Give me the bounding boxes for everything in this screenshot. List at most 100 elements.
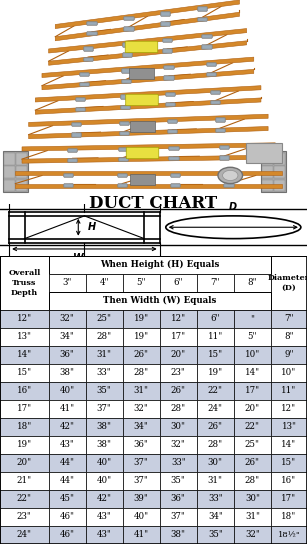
Bar — [68, 149, 77, 152]
Bar — [169, 157, 179, 160]
Bar — [216, 128, 225, 132]
Text: 15": 15" — [17, 368, 32, 378]
Bar — [197, 436, 234, 454]
Bar — [271, 526, 307, 544]
Bar — [171, 184, 180, 187]
Text: 38": 38" — [171, 530, 186, 540]
Bar — [271, 508, 307, 526]
Text: 19": 19" — [208, 368, 223, 378]
Bar — [271, 472, 307, 490]
Text: 37": 37" — [134, 459, 149, 467]
Bar — [224, 174, 234, 177]
Bar — [64, 184, 73, 187]
Bar — [207, 63, 216, 66]
Bar — [166, 93, 175, 96]
Bar — [216, 128, 225, 132]
Bar — [160, 274, 197, 292]
Bar — [207, 63, 216, 66]
Bar — [76, 98, 85, 101]
Bar — [121, 106, 130, 109]
Bar — [64, 184, 73, 187]
Bar — [84, 58, 93, 61]
Text: 17": 17" — [245, 386, 260, 395]
Bar — [220, 146, 229, 149]
Bar — [119, 158, 128, 161]
Bar — [171, 184, 180, 187]
Bar — [165, 76, 174, 79]
Bar — [124, 17, 134, 20]
Bar — [161, 13, 170, 16]
Text: 18½": 18½" — [278, 531, 300, 539]
Bar — [271, 382, 307, 400]
Bar — [68, 149, 77, 152]
Bar — [68, 159, 77, 162]
Text: 32": 32" — [171, 441, 186, 449]
Bar — [123, 44, 132, 47]
Bar — [123, 44, 132, 47]
Bar — [121, 106, 130, 109]
Bar — [76, 108, 85, 112]
Text: 5": 5" — [248, 332, 257, 341]
Polygon shape — [55, 0, 239, 28]
Bar — [197, 327, 234, 346]
Text: 30": 30" — [245, 494, 260, 503]
Bar — [161, 13, 170, 16]
Bar — [87, 32, 97, 35]
Bar — [165, 66, 174, 70]
Bar — [86, 327, 123, 346]
Text: 25": 25" — [245, 441, 260, 449]
Bar — [274, 166, 285, 178]
Bar — [171, 184, 180, 187]
Bar — [120, 121, 129, 125]
Bar — [165, 66, 174, 70]
Bar — [3, 151, 28, 192]
Bar — [87, 22, 97, 26]
Text: 5": 5" — [137, 278, 146, 287]
Bar — [123, 490, 160, 508]
Text: 28": 28" — [171, 404, 186, 413]
Bar — [72, 133, 81, 137]
Bar — [211, 91, 220, 94]
Bar — [122, 79, 131, 83]
Text: 21": 21" — [17, 477, 32, 485]
Bar — [161, 22, 170, 26]
Bar — [163, 50, 172, 53]
Polygon shape — [35, 85, 261, 102]
Text: 33": 33" — [208, 494, 223, 503]
Polygon shape — [42, 70, 254, 90]
Text: 32": 32" — [134, 404, 149, 413]
Bar — [161, 22, 170, 26]
Text: 45": 45" — [60, 494, 75, 503]
Bar — [234, 418, 271, 436]
Bar — [123, 274, 160, 292]
Bar — [124, 27, 134, 30]
Text: 8": 8" — [247, 278, 257, 287]
Bar — [211, 91, 220, 94]
Bar — [84, 58, 93, 61]
Bar — [271, 364, 307, 382]
Bar — [207, 73, 216, 76]
Bar — [118, 174, 127, 177]
Bar — [80, 83, 89, 86]
Text: 17": 17" — [17, 404, 32, 413]
Bar — [207, 63, 216, 66]
Bar — [234, 454, 271, 472]
Text: 39": 39" — [134, 494, 149, 503]
Bar — [123, 364, 160, 382]
Bar — [207, 73, 216, 76]
Circle shape — [223, 170, 238, 181]
Text: 11": 11" — [208, 332, 223, 341]
Bar — [123, 44, 132, 47]
FancyBboxPatch shape — [125, 41, 158, 53]
Bar — [198, 17, 207, 21]
Bar — [16, 180, 27, 191]
Bar — [0, 346, 49, 364]
Bar — [72, 123, 81, 127]
Bar — [262, 153, 273, 165]
Text: 40": 40" — [134, 512, 149, 522]
Bar — [216, 128, 225, 132]
Bar — [163, 50, 172, 53]
Bar — [216, 119, 225, 122]
Text: 34": 34" — [208, 512, 223, 522]
Bar — [123, 53, 132, 57]
